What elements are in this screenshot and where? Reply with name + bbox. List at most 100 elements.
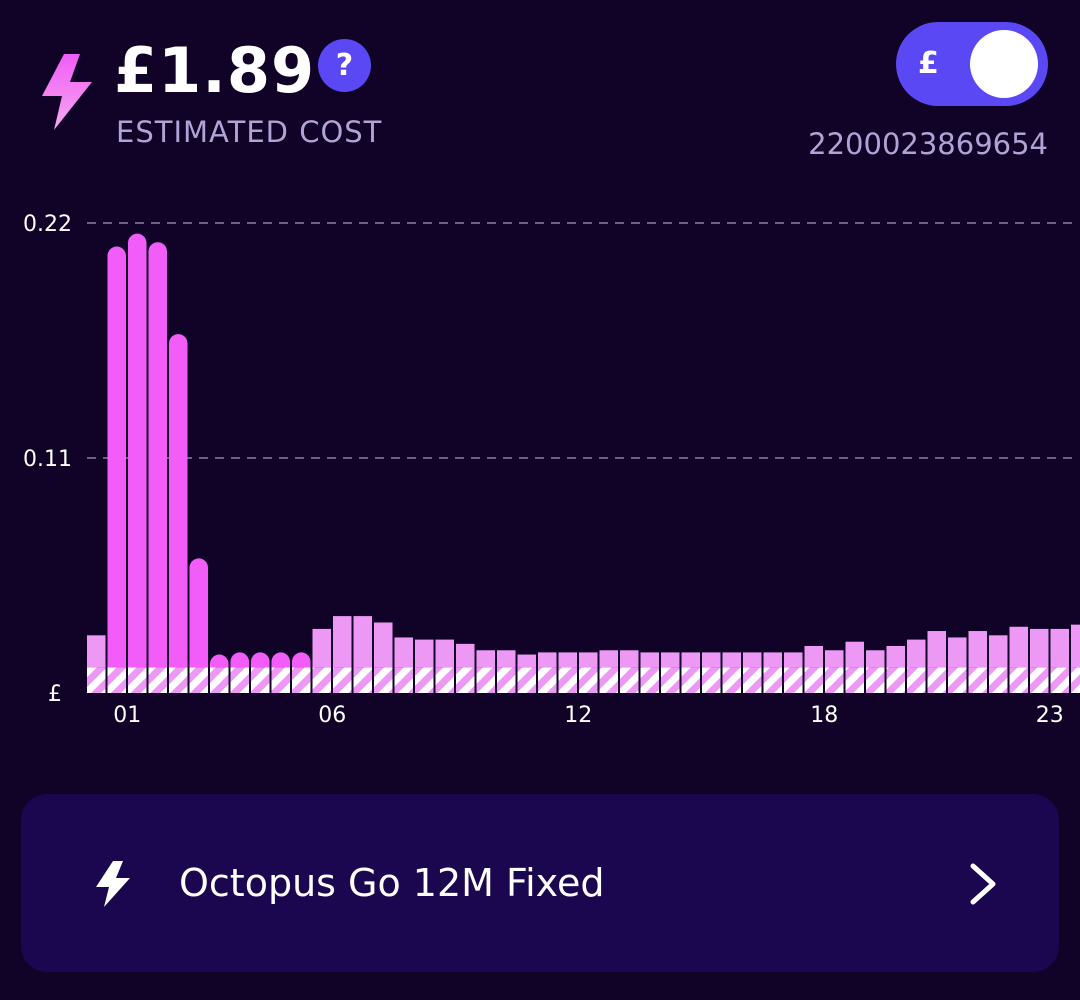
standing-charge-segment <box>148 667 167 693</box>
standing-charge-segment <box>743 667 762 693</box>
standing-charge-segment <box>989 667 1008 693</box>
standing-charge-segment <box>251 667 270 693</box>
bar[interactable] <box>907 639 926 693</box>
x-tick-label: 23 <box>1036 703 1064 728</box>
bar[interactable] <box>148 242 168 693</box>
standing-charge-segment <box>497 667 516 693</box>
standing-charge-segment <box>415 667 434 693</box>
help-button[interactable]: ? <box>318 39 371 92</box>
lightning-bolt-icon <box>42 54 92 130</box>
bar[interactable] <box>681 652 701 693</box>
standing-charge-segment <box>681 667 700 693</box>
bar[interactable] <box>558 652 578 693</box>
bar[interactable] <box>804 646 824 693</box>
standing-charge-segment <box>128 667 147 693</box>
bar[interactable] <box>743 652 762 693</box>
standing-charge-segment <box>784 667 803 693</box>
standing-charge-segment <box>1009 667 1028 693</box>
standing-charge-segment <box>435 667 454 693</box>
standing-charge-segment <box>210 667 229 693</box>
bar[interactable] <box>948 637 967 693</box>
standing-charge-segment <box>271 667 290 693</box>
bar[interactable] <box>394 637 414 693</box>
standing-charge-segment <box>763 667 782 693</box>
bar[interactable] <box>251 652 270 693</box>
bar[interactable] <box>435 639 455 693</box>
bar[interactable] <box>579 652 598 693</box>
bar[interactable] <box>722 652 742 693</box>
standing-charge-segment <box>927 667 946 693</box>
y-tick-label: 0.11 <box>23 447 72 472</box>
bar[interactable] <box>128 233 147 693</box>
standing-charge-segment <box>1071 667 1080 693</box>
standing-charge-segment <box>579 667 598 693</box>
bar[interactable] <box>763 652 783 693</box>
x-tick-label: 18 <box>810 703 838 728</box>
bar[interactable] <box>230 652 250 693</box>
standing-charge-segment <box>825 667 844 693</box>
bar[interactable] <box>210 654 229 693</box>
toggle-knob <box>970 30 1038 98</box>
standing-charge-segment <box>948 667 967 693</box>
bar[interactable] <box>292 652 311 693</box>
standing-charge-segment <box>722 667 741 693</box>
usage-cost-chart: £0.11 0.22 01 06 12 18 23 <box>23 212 1080 728</box>
pound-icon: £ <box>918 46 939 81</box>
tariff-card[interactable]: Octopus Go 12M Fixed <box>21 794 1059 972</box>
bar[interactable] <box>538 652 557 693</box>
bar[interactable] <box>968 631 988 693</box>
estimated-cost-label: ESTIMATED COST <box>116 115 383 149</box>
bar[interactable] <box>825 650 844 693</box>
bar[interactable] <box>497 650 516 693</box>
bar[interactable] <box>702 652 721 693</box>
bar[interactable] <box>476 650 496 693</box>
bar[interactable] <box>312 628 332 693</box>
standing-charge-segment <box>661 667 680 693</box>
standing-charge-segment <box>517 667 536 693</box>
bar[interactable] <box>620 650 639 693</box>
bar[interactable] <box>415 639 434 693</box>
bar[interactable] <box>169 334 188 693</box>
bar[interactable] <box>845 641 865 693</box>
standing-charge-segment <box>599 667 618 693</box>
bar[interactable] <box>456 643 475 693</box>
chevron-right-icon <box>970 863 996 905</box>
bar[interactable] <box>866 650 885 693</box>
standing-charge-segment <box>538 667 557 693</box>
bar[interactable] <box>271 652 291 693</box>
y-tick-label: £ <box>48 682 62 707</box>
standing-charge-segment <box>968 667 987 693</box>
standing-charge-segment <box>620 667 639 693</box>
bar[interactable] <box>517 654 537 693</box>
bar[interactable] <box>1030 628 1049 693</box>
standing-charge-segment <box>907 667 926 693</box>
bar[interactable] <box>189 558 209 693</box>
bar[interactable] <box>661 652 680 693</box>
bar[interactable] <box>374 622 393 694</box>
bar[interactable] <box>1009 626 1029 693</box>
y-tick-label: 0.22 <box>23 212 72 237</box>
bar[interactable] <box>886 646 906 693</box>
x-tick-label: 06 <box>318 703 346 728</box>
bar[interactable] <box>1050 628 1070 693</box>
bar[interactable] <box>107 246 127 694</box>
standing-charge-segment <box>476 667 495 693</box>
bar[interactable] <box>989 635 1008 693</box>
standing-charge-segment <box>87 667 106 693</box>
standing-charge-segment <box>702 667 721 693</box>
standing-charge-segment <box>230 667 249 693</box>
standing-charge-segment <box>1050 667 1069 693</box>
standing-charge-segment <box>312 667 331 693</box>
standing-charge-segment <box>1030 667 1049 693</box>
bar[interactable] <box>599 650 619 693</box>
bar[interactable] <box>640 652 660 693</box>
bar[interactable] <box>87 635 106 693</box>
currency-toggle[interactable]: £ <box>896 22 1048 106</box>
bar[interactable] <box>333 616 352 693</box>
standing-charge-segment <box>640 667 659 693</box>
bar[interactable] <box>1071 624 1080 693</box>
bar[interactable] <box>784 652 803 693</box>
bar[interactable] <box>353 616 373 693</box>
bar[interactable] <box>927 631 947 693</box>
standing-charge-segment <box>292 667 311 693</box>
